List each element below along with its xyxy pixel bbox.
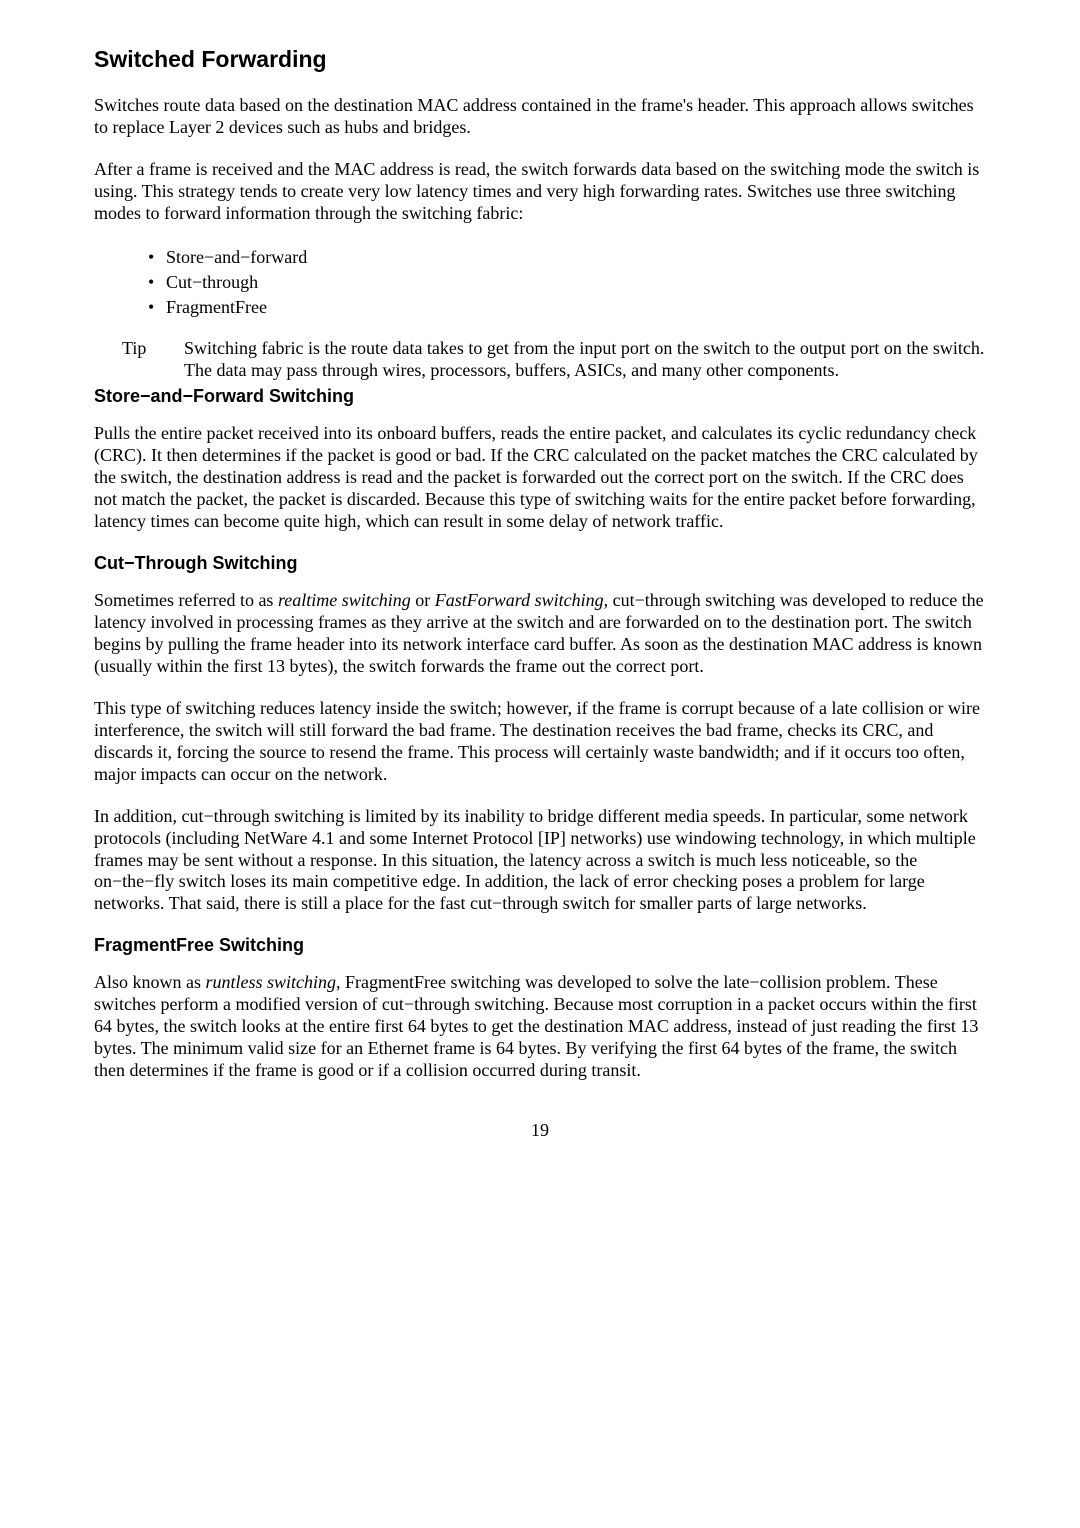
text-run: Also known as	[94, 972, 206, 992]
paragraph: In addition, cut−through switching is li…	[94, 806, 986, 916]
bullet-item: Store−and−forward	[166, 245, 986, 270]
paragraph: Also known as runtless switching, Fragme…	[94, 972, 986, 1082]
bullet-list: Store−and−forward Cut−through FragmentFr…	[94, 245, 986, 321]
tip-block: Tip Switching fabric is the route data t…	[94, 338, 986, 382]
heading-fragmentfree: FragmentFree Switching	[94, 935, 986, 956]
heading-store-and-forward: Store−and−Forward Switching	[94, 386, 986, 407]
paragraph: This type of switching reduces latency i…	[94, 698, 986, 786]
paragraph: Switches route data based on the destina…	[94, 95, 986, 139]
tip-body: Switching fabric is the route data takes…	[184, 338, 986, 382]
page-number: 19	[94, 1120, 986, 1141]
italic-text: runtless switching	[206, 972, 337, 992]
paragraph: Pulls the entire packet received into it…	[94, 423, 986, 533]
paragraph: After a frame is received and the MAC ad…	[94, 159, 986, 225]
text-run: or	[411, 590, 435, 610]
bullet-item: Cut−through	[166, 270, 986, 295]
heading-switched-forwarding: Switched Forwarding	[94, 46, 986, 73]
italic-text: realtime switching	[278, 590, 411, 610]
paragraph: Sometimes referred to as realtime switch…	[94, 590, 986, 678]
document-page: Switched Forwarding Switches route data …	[0, 0, 1080, 1181]
heading-cut-through: Cut−Through Switching	[94, 553, 986, 574]
text-run: Sometimes referred to as	[94, 590, 278, 610]
bullet-item: FragmentFree	[166, 295, 986, 320]
italic-text: FastForward switching	[435, 590, 604, 610]
tip-label: Tip	[122, 338, 184, 359]
